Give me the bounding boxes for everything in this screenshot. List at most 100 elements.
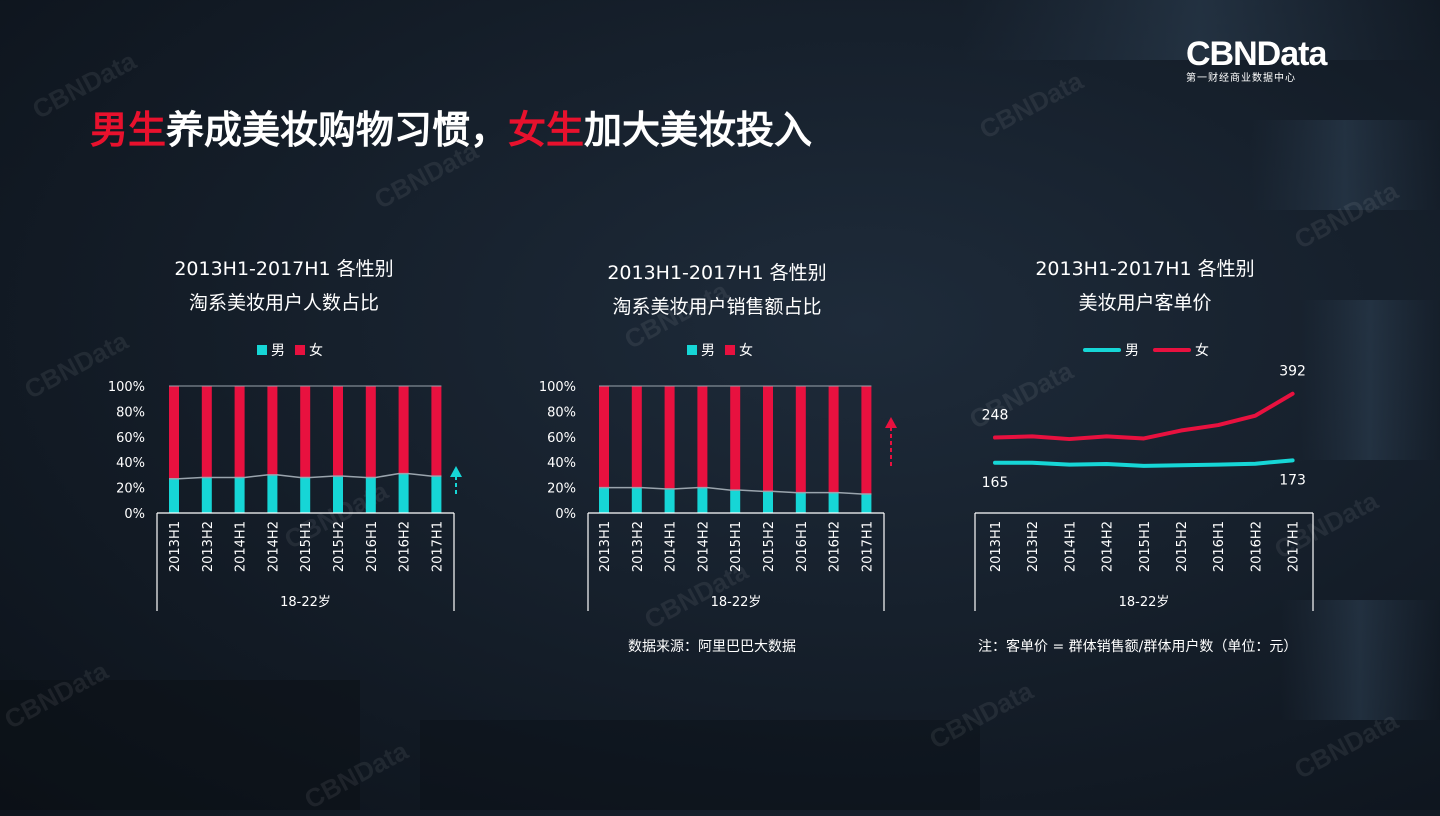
chart-2-bar-male (631, 487, 642, 513)
legend-male-label: 男 (271, 343, 285, 359)
legend-female-line (1153, 348, 1191, 352)
chart-2-bar-male (697, 487, 708, 513)
chart-3-x-tick-label: 2015H1 (1138, 521, 1153, 572)
chart-2-bar-male (861, 493, 872, 513)
chart-1-x-tick-label: 2015H2 (332, 521, 347, 572)
chart-1-legend: 男 女 (257, 340, 323, 360)
chart-1-bar-female (300, 386, 311, 478)
chart-1-bar-female (431, 386, 442, 477)
chart-1-bar-male (431, 476, 442, 513)
chart-3-data-label-last: 392 (1279, 364, 1306, 380)
chart-2-bar-male (730, 490, 741, 513)
formula-note: 注：客单价 = 群体销售额/群体用户数（单位：元） (978, 639, 1298, 655)
chart-2-title-line2: 淘系美妆用户销售额占比 (612, 296, 822, 318)
chart-1-bar-male (201, 477, 212, 513)
headline-male-text: 养成美妆购物习惯， (166, 108, 509, 152)
chart-2-bar-female (795, 386, 806, 493)
chart-1-bar-male (365, 477, 376, 513)
chart-1-bar-male (333, 476, 343, 513)
chart-1-x-tick-label: 2017H1 (430, 521, 445, 572)
chart-2-x-tick-label: 2013H1 (598, 521, 613, 572)
chart-1-y-tick-label: 100% (108, 380, 145, 395)
page-headline: 男生养成美妆购物习惯，女生加大美妆投入 (90, 106, 812, 154)
chart-3-x-tick-label: 2016H1 (1212, 521, 1227, 572)
chart-2-bar-female (730, 386, 741, 491)
chart-1-bar-male (169, 478, 179, 513)
chart-1-x-tick-label: 2013H1 (168, 521, 183, 572)
chart-1-bar-female (201, 386, 212, 478)
chart-3-legend: 男 女 (1083, 340, 1209, 360)
chart-2-bar-female (599, 386, 609, 488)
chart-1-bar-male (300, 477, 311, 513)
headline-female-text: 加大美妆投入 (584, 108, 813, 152)
chart-1-trend-arrow-head (450, 466, 462, 477)
chart-2-bar-female (763, 386, 773, 492)
legend-female-label: 女 (1195, 343, 1209, 359)
chart-2-share-connector (599, 486, 872, 495)
chart-2-bar-female (828, 386, 839, 493)
chart-3-title: 2013H1-2017H1 各性别 美妆用户客单价 (995, 252, 1295, 320)
chart-1-bar-female (234, 386, 245, 478)
legend-female-label: 女 (739, 343, 753, 359)
chart-2-y-tick-label: 60% (547, 431, 576, 446)
chart-2-x-tick-label: 2013H2 (631, 521, 646, 572)
chart-2-bar-female (664, 386, 675, 489)
chart-3-title-line1: 2013H1-2017H1 各性别 (1035, 258, 1255, 280)
chart-1-bar-male (234, 477, 245, 513)
legend-female-label: 女 (309, 343, 323, 359)
chart-3-data-label-first: 165 (982, 475, 1009, 491)
chart-1-bar-male (267, 474, 278, 513)
chart-3-x-tick-label: 2014H2 (1101, 521, 1116, 572)
brand-logo: CBNData 第一财经商业数据中心 (1186, 36, 1356, 86)
chart-1-title-line1: 2013H1-2017H1 各性别 (174, 258, 394, 280)
chart-2-bar-male (795, 492, 806, 513)
chart-1-share-connector (169, 472, 442, 480)
chart-2-x-tick-label: 2014H1 (664, 521, 679, 572)
brand-subtitle: 第一财经商业数据中心 (1186, 73, 1296, 84)
chart-2-bar-male (599, 487, 609, 513)
chart-3-x-tick-label: 2015H2 (1175, 521, 1190, 572)
chart-1-bar-female (267, 386, 278, 475)
chart-2-x-tick-label: 2017H1 (860, 521, 875, 572)
headline-male: 男生 (90, 108, 167, 152)
chart-2-y-tick-label: 80% (547, 405, 576, 420)
chart-3-group-label: 18-22岁 (1119, 595, 1170, 610)
chart-1-y-tick-label: 20% (116, 482, 145, 497)
chart-2-bar-female (697, 386, 708, 488)
chart-2-trend-arrow-head (885, 417, 897, 428)
chart-1-bar-female (333, 386, 343, 477)
chart-3-data-label-first: 248 (982, 408, 1009, 424)
chart-3-line-male (993, 458, 1295, 468)
chart-1-x-tick-label: 2016H1 (365, 521, 380, 572)
chart-2-legend: 男 女 (687, 340, 753, 360)
chart-1-bar-male (398, 473, 409, 513)
chart-2-x-tick-label: 2015H2 (762, 521, 777, 572)
source-note: 数据来源：阿里巴巴大数据 (628, 639, 796, 655)
chart-1-y-tick-label: 0% (124, 507, 145, 522)
chart-3-data-label-last: 173 (1279, 472, 1306, 488)
chart-2-bar-male (664, 488, 675, 513)
chart-2-y-tick-label: 100% (539, 380, 576, 395)
chart-1-y-tick-label: 40% (116, 456, 145, 471)
chart-2-bar-male (828, 492, 839, 513)
chart-1-y-tick-label: 60% (116, 431, 145, 446)
legend-male-swatch (257, 345, 267, 355)
chart-2-x-tick-label: 2014H2 (696, 521, 711, 572)
chart-2-x-tick-label: 2015H1 (729, 521, 744, 572)
chart-1-y-tick-label: 80% (116, 405, 145, 420)
chart-2-bar-female (861, 386, 872, 494)
chart-3-x-tick-label: 2017H1 (1287, 521, 1302, 572)
chart-1-group-label: 18-22岁 (280, 595, 331, 610)
chart-1-bar-female (365, 386, 376, 478)
chart-1-x-tick-label: 2016H2 (398, 521, 413, 572)
chart-1-x-tick-label: 2014H1 (234, 521, 249, 572)
chart-1-title-line2: 淘系美妆用户人数占比 (188, 292, 379, 314)
chart-3-x-tick-label: 2014H1 (1063, 521, 1078, 572)
chart-2-group-label: 18-22岁 (711, 595, 762, 610)
chart-1-x-tick-label: 2013H2 (201, 521, 216, 572)
chart-2-y-tick-label: 0% (555, 507, 576, 522)
chart-3-title-line2: 美妆用户客单价 (1078, 292, 1212, 314)
legend-male-swatch (687, 345, 697, 355)
legend-male-label: 男 (1125, 343, 1139, 359)
legend-female-swatch (725, 345, 735, 355)
